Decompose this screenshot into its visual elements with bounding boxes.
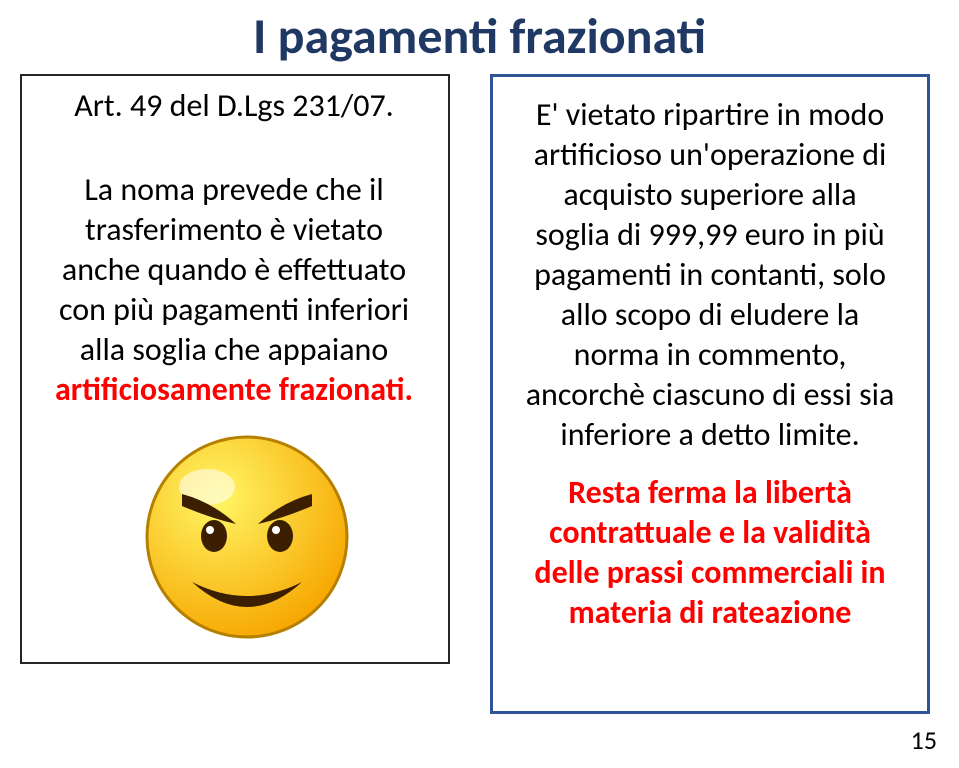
right-line: E' vietato ripartire in modo — [536, 95, 884, 134]
angry-face-svg — [142, 432, 352, 642]
left-line: trasferimento è vietato — [85, 210, 383, 249]
right-emph-line: Resta ferma la libertà — [568, 473, 852, 512]
article-reference: Art. 49 del D.Lgs 231/07. — [34, 86, 434, 125]
right-paragraph-2: Resta ferma la libertà contrattuale e la… — [507, 473, 913, 633]
left-line: anche quando è effettuato — [62, 250, 406, 289]
left-line: alla soglia che appaiano — [80, 330, 388, 369]
page-number: 15 — [911, 724, 937, 756]
left-line: con più pagamenti inferiori — [59, 290, 409, 329]
right-emph-line: materia di rateazione — [569, 593, 852, 632]
left-emph: artificiosamente frazionati. — [55, 370, 413, 409]
slide: I pagamenti frazionati Art. 49 del D.Lgs… — [0, 0, 959, 768]
right-line: ancorchè ciascuno di essi sia — [526, 375, 895, 414]
right-paragraph-1: E' vietato ripartire in modo artificioso… — [507, 95, 913, 455]
right-emph-line: contrattuale e la validità — [549, 513, 871, 552]
right-line: pagamenti in contanti, solo — [534, 255, 886, 294]
right-line: allo scopo di eludere la — [561, 295, 859, 334]
left-body-text: La noma prevede che il trasferimento è v… — [34, 170, 434, 410]
right-line: norma in commento, — [574, 335, 847, 374]
left-line: La noma prevede che il — [84, 170, 383, 209]
right-emph-line: delle prassi commerciali in — [534, 553, 885, 592]
right-line: soglia di 999,99 euro in più — [535, 215, 884, 254]
right-line: acquisto superiore alla — [563, 175, 856, 214]
right-panel: E' vietato ripartire in modo artificioso… — [490, 74, 930, 714]
slide-title: I pagamenti frazionati — [0, 6, 959, 67]
right-line: artificioso un'operazione di — [534, 135, 887, 174]
right-line: inferiore a detto limite. — [560, 415, 859, 454]
angry-face-icon — [142, 432, 352, 642]
